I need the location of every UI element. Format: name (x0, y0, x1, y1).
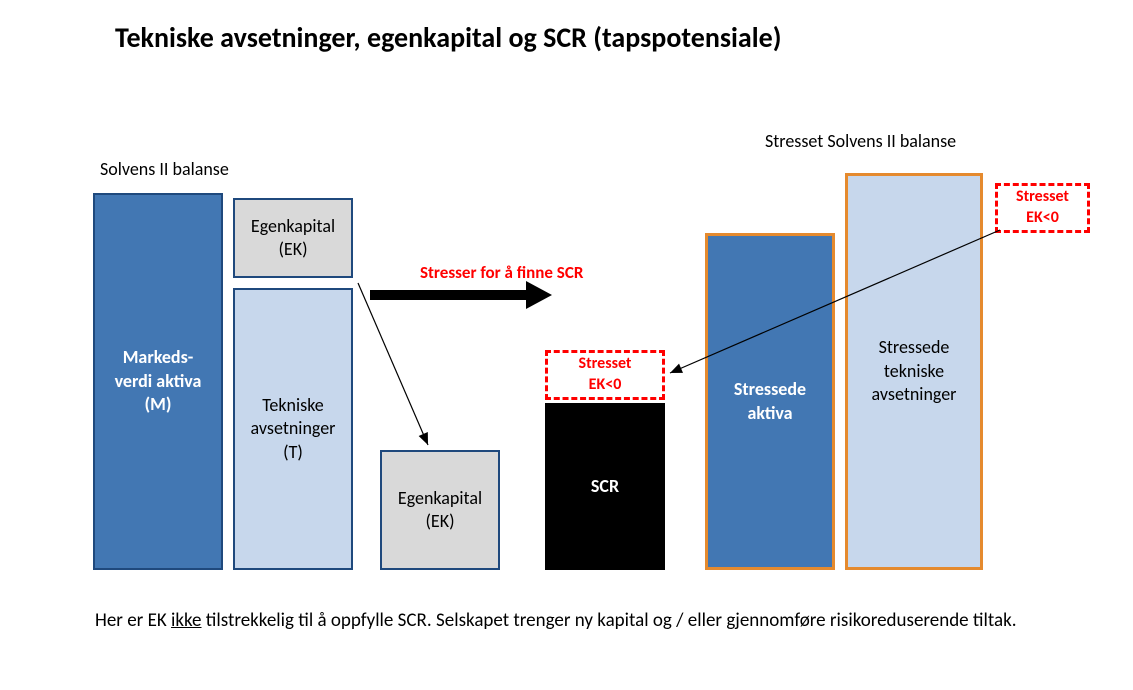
arrow-label-stresser: Stresser for å finne SCR (420, 262, 583, 283)
text: tekniske (884, 360, 944, 382)
text: verdi aktiva (115, 370, 202, 392)
box-scr: SCR (545, 403, 665, 570)
text: aktiva (747, 402, 792, 424)
box-egenkapital-top: Egenkapital (EK) (233, 198, 353, 278)
box-stresset-ek-right: Stresset EK<0 (995, 183, 1090, 233)
label-stressed-solvens2: Stresset Solvens II balanse (765, 130, 956, 152)
text: avsetninger (251, 417, 336, 439)
text: (M) (145, 393, 172, 415)
text: (T) (283, 441, 303, 463)
box-stressede-tekniske: Stressede tekniske avsetninger (845, 173, 983, 570)
text: EK<0 (1026, 208, 1059, 227)
box-stressede-aktiva: Stressede aktiva (705, 233, 835, 570)
text: Stressede (734, 378, 806, 400)
text: (EK) (425, 510, 454, 532)
text: Markeds- (123, 346, 194, 368)
text: SCR (591, 475, 619, 497)
box-egenkapital-mid: Egenkapital (EK) (380, 450, 500, 570)
box-markedsverdi-aktiva: Markeds- verdi aktiva (M) (93, 193, 223, 570)
text: Egenkapital (398, 487, 482, 509)
text: avsetninger (872, 383, 957, 405)
arrow-ek-to-mid (343, 268, 443, 460)
chart-title: Tekniske avsetninger, egenkapital og SCR… (115, 20, 781, 55)
box-tekniske-avsetninger: Tekniske avsetninger (T) (233, 288, 353, 570)
text-emph: ikke (171, 609, 201, 632)
text: Egenkapital (251, 215, 335, 237)
text: Stresset (1016, 187, 1069, 206)
text: Tekniske (262, 394, 324, 416)
text: Stresset (579, 354, 632, 373)
label-solvens2: Solvens II balanse (100, 158, 229, 180)
box-stresset-ek-mid: Stresset EK<0 (545, 350, 665, 400)
text: EK<0 (589, 375, 622, 394)
text: Stressede (879, 336, 950, 358)
text: tilstrekkelig til å oppfylle SCR. Selska… (202, 609, 1017, 632)
text: Her er EK (95, 609, 171, 632)
text: (EK) (278, 238, 307, 260)
footer-note: Her er EK ikke tilstrekkelig til å oppfy… (95, 608, 1035, 634)
